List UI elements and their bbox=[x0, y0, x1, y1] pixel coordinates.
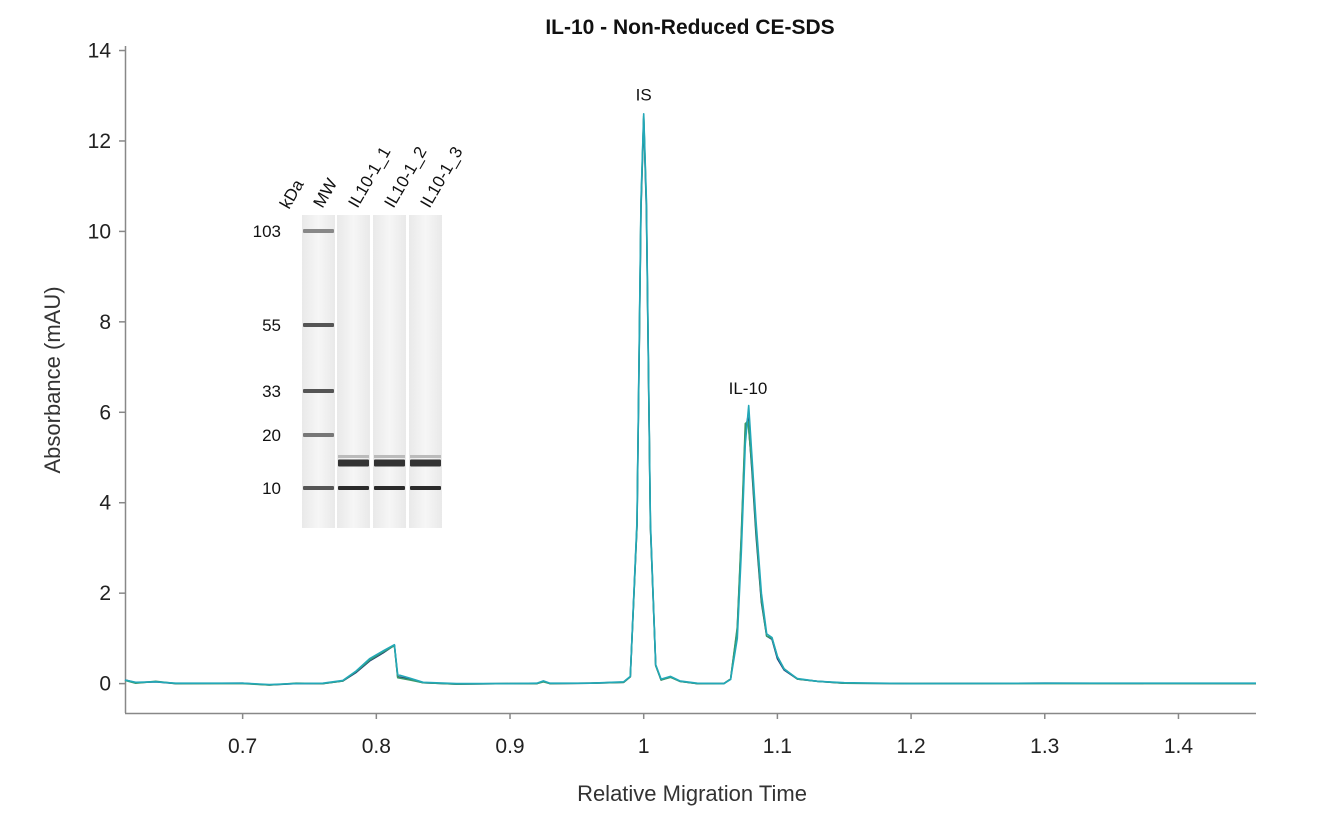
gel-marker-label: 33 bbox=[262, 382, 281, 401]
x-tick-label: 1.2 bbox=[896, 735, 925, 758]
chart-title: IL-10 - Non-Reduced CE-SDS bbox=[545, 16, 834, 39]
gel-band-halo bbox=[410, 455, 441, 458]
gel-band bbox=[374, 486, 405, 490]
x-axis-ticks: 0.7 0.8 0.9 1 1.1 1.2 1.3 1.4 bbox=[228, 713, 1193, 758]
gel-band bbox=[410, 486, 441, 490]
y-tick-label: 0 bbox=[99, 673, 111, 696]
y-tick-label: 2 bbox=[99, 582, 111, 605]
x-tick-label: 0.7 bbox=[228, 735, 257, 758]
gel-band bbox=[338, 459, 369, 467]
gel-unit-label: kDa bbox=[276, 176, 308, 212]
plot-area: 0 2 4 6 8 10 12 14 0.7 0.8 0.9 1 1.1 1.2 1.3 1.4 IS IL-… bbox=[88, 40, 1257, 758]
gel-lane bbox=[373, 215, 406, 528]
gel-band-halo bbox=[374, 455, 405, 458]
y-tick-label: 12 bbox=[88, 130, 111, 153]
gel-lanes bbox=[302, 215, 442, 528]
peak-label: IS bbox=[636, 85, 652, 104]
gel-marker-label: 10 bbox=[262, 479, 281, 498]
gel-band bbox=[303, 323, 334, 327]
y-axis-label: Absorbance (mAU) bbox=[40, 286, 65, 473]
y-tick-label: 10 bbox=[88, 220, 111, 243]
gel-band bbox=[303, 486, 334, 490]
peak-label: IL-10 bbox=[729, 379, 768, 398]
y-tick-label: 6 bbox=[99, 401, 111, 424]
gel-lane bbox=[302, 215, 335, 528]
gel-lane-label: MW bbox=[310, 175, 342, 211]
x-tick-label: 0.9 bbox=[495, 735, 524, 758]
gel-lane bbox=[337, 215, 370, 528]
y-tick-label: 4 bbox=[99, 492, 111, 515]
x-tick-label: 1.1 bbox=[763, 735, 792, 758]
x-tick-label: 1.4 bbox=[1164, 735, 1194, 758]
gel-marker-label: 20 bbox=[262, 426, 281, 445]
gel-lane bbox=[409, 215, 442, 528]
gel-band bbox=[303, 229, 334, 233]
x-tick-label: 0.8 bbox=[362, 735, 391, 758]
gel-marker-labels: 103 55 33 20 10 bbox=[253, 222, 281, 498]
peak-annotations: IS IL-10 bbox=[636, 85, 768, 398]
x-axis-label: Relative Migration Time bbox=[577, 781, 807, 806]
y-axis-ticks: 0 2 4 6 8 10 12 14 bbox=[88, 40, 125, 696]
gel-band bbox=[303, 433, 334, 437]
gel-band-halo bbox=[338, 455, 369, 458]
gel-band bbox=[338, 486, 369, 490]
gel-marker-label: 103 bbox=[253, 222, 281, 241]
y-tick-label: 14 bbox=[88, 40, 112, 63]
gel-band bbox=[410, 459, 441, 467]
series-layer bbox=[124, 113, 1257, 686]
gel-marker-label: 55 bbox=[262, 316, 281, 335]
gel-band bbox=[374, 459, 405, 467]
gel-band bbox=[303, 389, 334, 393]
series-line-3 bbox=[124, 113, 1256, 686]
x-tick-label: 1.3 bbox=[1030, 735, 1059, 758]
y-tick-label: 8 bbox=[99, 311, 111, 334]
x-tick-label: 1 bbox=[638, 735, 650, 758]
